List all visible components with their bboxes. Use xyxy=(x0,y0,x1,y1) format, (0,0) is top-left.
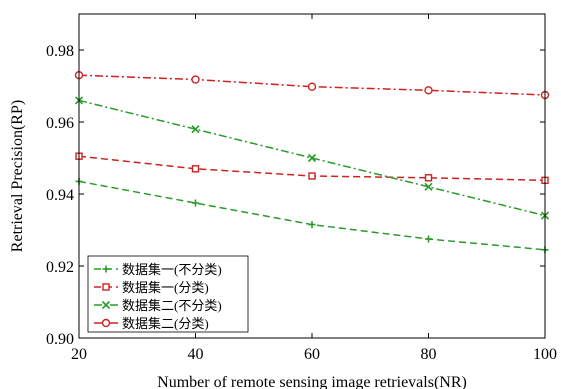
legend-label-3: 数据集二(不分类) xyxy=(122,298,222,313)
y-axis-label: Retrieval Precision(RP) xyxy=(9,100,26,252)
data-point-series-2 xyxy=(424,174,433,182)
legend-label-2: 数据集一(分类) xyxy=(122,280,209,295)
y-tick-label: 0.90 xyxy=(46,331,74,348)
legend-box xyxy=(87,255,249,333)
data-point-series-2 xyxy=(191,165,200,173)
legend: 数据集一(不分类) 数据集一(分类) 数据集二(不分类) 数据集二(分类) xyxy=(87,255,249,333)
x-tick-label: 60 xyxy=(304,346,320,363)
data-point-series-4 xyxy=(191,75,200,84)
x-axis-label: Number of remote sensing image retrieval… xyxy=(157,374,467,389)
legend-marker-4 xyxy=(101,318,111,328)
legend-marker-1 xyxy=(102,265,110,273)
x-tick-label: 20 xyxy=(71,346,87,363)
data-point-series-3 xyxy=(424,182,433,191)
legend-label-1: 数据集一(不分类) xyxy=(122,262,222,277)
legend-marker-2 xyxy=(102,283,110,291)
data-point-series-1 xyxy=(425,235,432,243)
data-point-series-1 xyxy=(308,221,316,229)
y-tick-label: 0.92 xyxy=(46,259,74,276)
data-point-series-3 xyxy=(307,153,317,163)
x-tick-label: 80 xyxy=(421,346,437,363)
legend-label-4: 数据集二(分类) xyxy=(122,316,209,331)
axis-ticks: 20 40 60 80 100 0.90 0.92 0.94 0.96 0.98 xyxy=(46,14,557,363)
x-tick-label: 40 xyxy=(188,346,204,363)
x-tick-label: 100 xyxy=(533,346,557,363)
y-tick-label: 0.96 xyxy=(46,115,74,132)
data-point-series-1 xyxy=(192,199,199,207)
data-point-series-3 xyxy=(191,125,200,134)
series-line-4 xyxy=(78,74,546,96)
data-point-series-2 xyxy=(308,172,316,180)
y-tick-label: 0.94 xyxy=(46,187,74,204)
plot-area-frame xyxy=(78,13,546,339)
y-tick-label: 0.98 xyxy=(46,43,74,60)
data-point-series-4 xyxy=(424,86,433,95)
data-point-series-4 xyxy=(307,82,317,91)
series-markers xyxy=(74,70,550,254)
legend-marker-3 xyxy=(101,300,111,310)
series-line-1 xyxy=(78,180,546,251)
